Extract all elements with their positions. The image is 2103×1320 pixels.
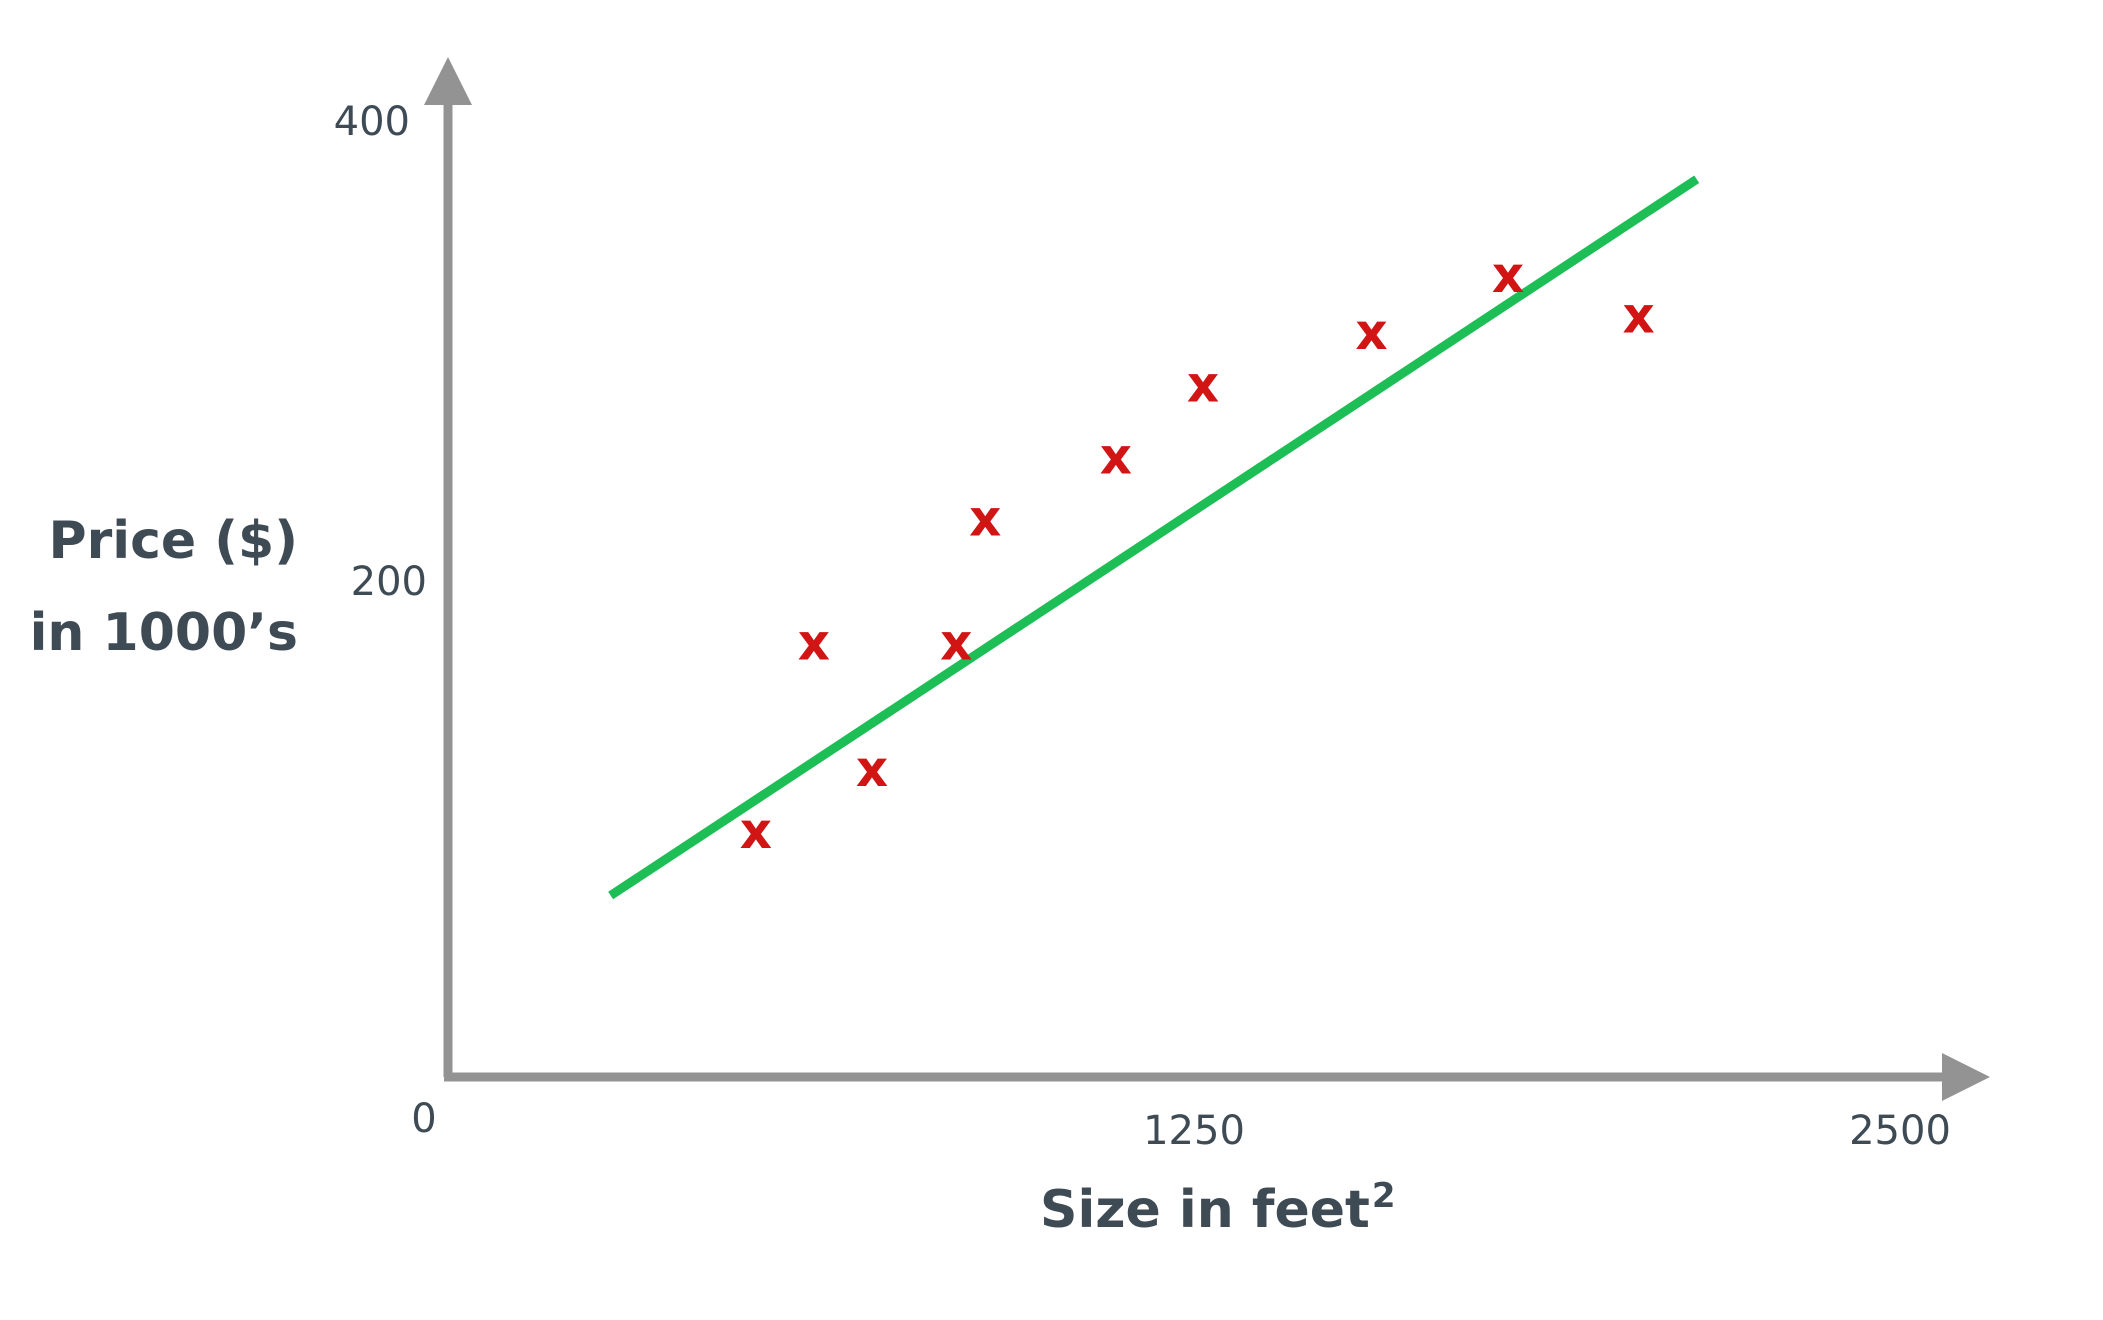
data-point-2: x xyxy=(798,613,830,671)
x-axis-title-text: Size in feet xyxy=(1040,1180,1370,1240)
axes xyxy=(424,57,1990,1101)
data-point-1: x xyxy=(740,802,772,860)
y-axis-arrowhead xyxy=(424,57,472,105)
x-tick-label-1250: 1250 xyxy=(1143,1108,1245,1154)
x-tick-label-2500: 2500 xyxy=(1849,1108,1951,1154)
y-tick-label-200: 200 xyxy=(351,559,427,605)
data-point-7: x xyxy=(1187,356,1219,414)
axis-titles: Price ($) in 1000’s Size in feet2 xyxy=(30,511,1396,1240)
data-point-6: x xyxy=(1100,427,1132,485)
y-tick-label-400: 400 xyxy=(334,99,410,145)
x-tick-labels: 0 1250 2500 xyxy=(411,1096,1951,1154)
x-axis-arrowhead xyxy=(1942,1053,1990,1101)
y-axis-title-line-2: in 1000’s xyxy=(30,603,298,663)
x-axis-title-superscript: 2 xyxy=(1372,1176,1396,1216)
regression-line xyxy=(608,175,1700,900)
data-point-10: x xyxy=(1623,286,1655,344)
y-axis-title-line-1: Price ($) xyxy=(49,511,299,571)
data-point-9: x xyxy=(1492,246,1524,304)
data-point-3: x xyxy=(856,740,888,798)
y-tick-labels: 200 400 xyxy=(334,99,427,605)
data-point-8: x xyxy=(1355,303,1387,361)
x-axis-title: Size in feet2 xyxy=(1040,1176,1396,1240)
data-point-4: x xyxy=(940,613,972,671)
data-point-5: x xyxy=(969,489,1001,547)
x-tick-label-0: 0 xyxy=(411,1096,436,1142)
fit-line-layer xyxy=(608,175,1700,900)
